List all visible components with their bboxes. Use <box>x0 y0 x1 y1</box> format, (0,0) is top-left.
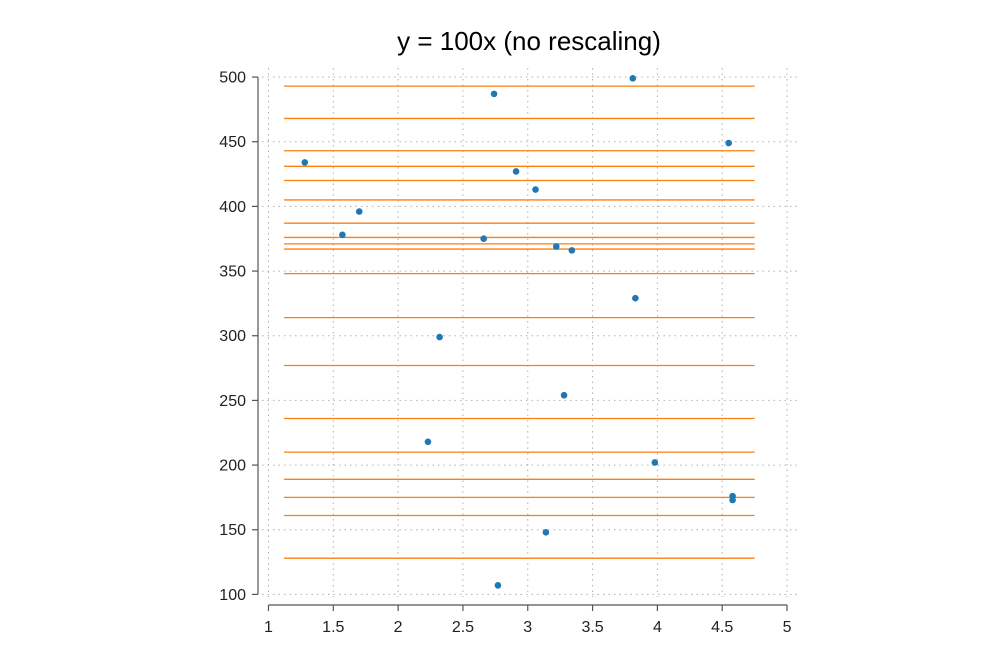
x-tick-label: 3 <box>523 619 532 636</box>
scatter-point <box>552 243 560 250</box>
scatter-point <box>424 438 432 446</box>
y-tick-label: 100 <box>219 587 246 604</box>
scatter-point <box>490 90 498 98</box>
x-tick-label: 3.5 <box>581 619 603 636</box>
x-tick-label: 1.5 <box>322 619 344 636</box>
y-tick-label: 500 <box>219 70 246 87</box>
x-tick-label: 1 <box>264 619 273 636</box>
scatter-point <box>651 459 659 466</box>
y-tick-label: 350 <box>219 264 246 281</box>
scatter-point <box>542 529 550 536</box>
scatter-point <box>560 391 568 399</box>
x-tick-label: 5 <box>783 619 792 636</box>
x-tick-label: 2.5 <box>452 619 474 636</box>
scatter-point <box>339 231 346 239</box>
scatter-points <box>301 75 736 589</box>
scatter-point <box>494 582 502 589</box>
y-tick-label: 250 <box>219 393 246 410</box>
scatter-point <box>532 186 539 193</box>
x-tick-label: 2 <box>394 619 403 636</box>
y-tick-label: 400 <box>219 199 246 216</box>
x-tick-label: 4.5 <box>711 619 733 636</box>
grid <box>262 68 800 597</box>
scatter-point <box>301 159 309 166</box>
scatter-point <box>632 294 639 302</box>
scatter-point <box>355 208 363 215</box>
x-tick-label: 4 <box>653 619 662 636</box>
y-tick-label: 200 <box>219 458 246 475</box>
scatter-point <box>480 235 487 243</box>
axes: 100 150 200 250 300 350 400 450 500 1 1.5 2 2.5 3 3.5 4… <box>219 70 791 636</box>
scatter-point <box>436 333 443 341</box>
chart-title: y = 100x (no rescaling) <box>397 26 661 56</box>
y-tick-label: 150 <box>219 522 246 539</box>
scatter-point <box>512 168 520 175</box>
horizontal-lines <box>284 85 755 559</box>
scatter-point <box>725 139 732 147</box>
scatter-point <box>568 247 576 254</box>
scatter-point <box>729 496 736 504</box>
y-tick-label: 300 <box>219 328 246 345</box>
scatter-point <box>629 75 637 82</box>
y-tick-label: 450 <box>219 134 246 151</box>
